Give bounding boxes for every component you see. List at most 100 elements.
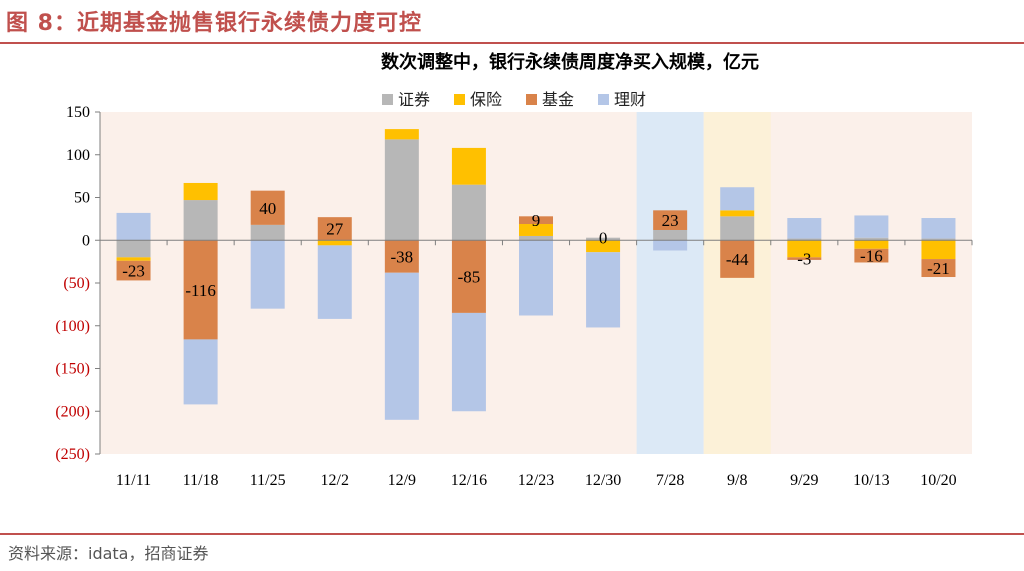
y-tick-label: 0: [82, 232, 90, 249]
bar-segment-基金: [451, 240, 486, 313]
bar-segment-保险: [854, 240, 889, 249]
bar-segment-理财: [787, 218, 822, 239]
data-label-11/18: -116: [185, 281, 216, 300]
data-label-11/25: 40: [259, 199, 276, 218]
source-note: 资料来源：idata，招商证券: [8, 544, 209, 563]
data-label-10/13: -16: [860, 247, 883, 266]
bar-segment-证券: [451, 184, 486, 241]
legend-swatch-3: [598, 94, 609, 105]
bar-segment-保险: [519, 224, 553, 236]
data-label-12/30: 0: [599, 229, 608, 248]
bar-segment-理财: [720, 187, 755, 211]
x-tick-label-9/8: 9/8: [727, 472, 747, 489]
bar-segment-基金: [787, 257, 822, 260]
bar-segment-证券: [653, 229, 688, 241]
legend-swatch-2: [526, 94, 537, 105]
figure-title: 图 8：近期基金抛售银行永续债力度可控: [6, 11, 422, 36]
bar-segment-证券: [384, 139, 419, 241]
bar-segment-保险: [183, 182, 218, 201]
bar-segment-证券: [183, 200, 218, 241]
data-label-12/9: -38: [391, 247, 414, 266]
chart-title: 数次调整中，银行永续债周度净买入规模，亿元: [381, 51, 759, 73]
bar-segment-保险: [384, 129, 419, 140]
x-tick-label-12/2: 12/2: [321, 472, 349, 489]
bar-segment-证券: [921, 238, 956, 241]
top-divider: [0, 42, 1024, 44]
x-tick-label-12/9: 12/9: [388, 472, 416, 489]
data-label-12/2: 27: [326, 220, 344, 239]
y-tick-label: (50): [63, 275, 90, 292]
highlight-band-9/8: [703, 112, 771, 454]
bar-segment-基金: [250, 190, 285, 225]
bar-segment-证券: [116, 240, 151, 258]
bar-segment-基金: [519, 216, 553, 225]
bar-segment-理财: [854, 215, 889, 238]
bar-segment-基金: [720, 240, 755, 278]
bar-segment-保险: [586, 240, 621, 253]
legend-label-3: 理财: [614, 90, 646, 109]
bar-segment-基金: [653, 210, 688, 230]
bar-segment-基金: [921, 259, 956, 278]
x-tick-label-12/30: 12/30: [585, 472, 621, 489]
bar-segment-保险: [787, 240, 822, 258]
bar-segment-理财: [586, 252, 621, 328]
x-tick-label-9/29: 9/29: [790, 472, 818, 489]
bar-segment-理财: [116, 212, 151, 241]
legend-label-2: 基金: [542, 90, 574, 109]
bar-segment-保险: [451, 147, 486, 185]
y-tick-label: (250): [55, 446, 90, 463]
bar-segment-保险: [116, 257, 151, 261]
bar-segment-证券: [720, 216, 755, 241]
bar-segment-理财: [921, 218, 956, 239]
y-tick-label: (100): [55, 318, 90, 335]
x-tick-label-11/25: 11/25: [250, 472, 286, 489]
bar-segment-保险: [720, 210, 755, 217]
x-tick-label-10/20: 10/20: [920, 472, 956, 489]
legend-label-0: 证券: [398, 90, 430, 109]
bar-segment-基金: [317, 217, 352, 241]
highlight-band-7/28: [636, 112, 704, 454]
data-label-10/20: -21: [927, 259, 950, 278]
bar-segment-证券: [250, 224, 285, 241]
x-tick-label-11/11: 11/11: [116, 472, 151, 489]
data-label-12/23: 9: [532, 211, 541, 230]
y-tick-label: 150: [66, 104, 90, 121]
bar-segment-证券: [519, 235, 553, 241]
bar-segment-基金: [116, 260, 151, 281]
y-tick-label: 50: [74, 190, 90, 207]
data-label-9/29: -3: [797, 250, 811, 269]
bar-segment-理财: [384, 272, 419, 420]
bar-segment-理财: [451, 312, 486, 412]
bottom-divider: [0, 533, 1024, 535]
y-tick-label: (200): [55, 403, 90, 420]
bar-segment-证券: [854, 237, 889, 241]
bar-segment-基金: [384, 240, 419, 273]
bar-segment-基金: [183, 240, 218, 340]
bar-segment-基金: [854, 248, 889, 263]
bar-segment-证券: [586, 237, 621, 241]
y-tick-label: 100: [66, 147, 90, 164]
figure-header: 图 8：近期基金抛售银行永续债力度可控: [6, 2, 422, 40]
legend-label-1: 保险: [470, 90, 502, 109]
legend-swatch-0: [382, 94, 393, 105]
data-label-12/16: -85: [458, 268, 481, 287]
x-tick-label-11/18: 11/18: [183, 472, 219, 489]
bar-segment-保险: [921, 240, 956, 260]
data-label-7/28: 23: [662, 211, 679, 230]
bar-segment-理财: [250, 240, 285, 309]
y-tick-label: (150): [55, 361, 90, 378]
data-label-11/11: -23: [122, 262, 145, 281]
bar-segment-理财: [653, 240, 688, 251]
bar-segment-理财: [183, 339, 218, 405]
x-tick-label-10/13: 10/13: [853, 472, 889, 489]
legend-swatch-1: [454, 94, 465, 105]
x-tick-label-12/16: 12/16: [451, 472, 487, 489]
x-tick-label-7/28: 7/28: [656, 472, 684, 489]
x-tick-label-12/23: 12/23: [518, 472, 554, 489]
data-label-9/8: -44: [726, 250, 749, 269]
bar-segment-理财: [317, 245, 352, 319]
bar-segment-理财: [519, 240, 553, 316]
bar-segment-证券: [787, 238, 822, 241]
bar-segment-保险: [317, 240, 352, 246]
